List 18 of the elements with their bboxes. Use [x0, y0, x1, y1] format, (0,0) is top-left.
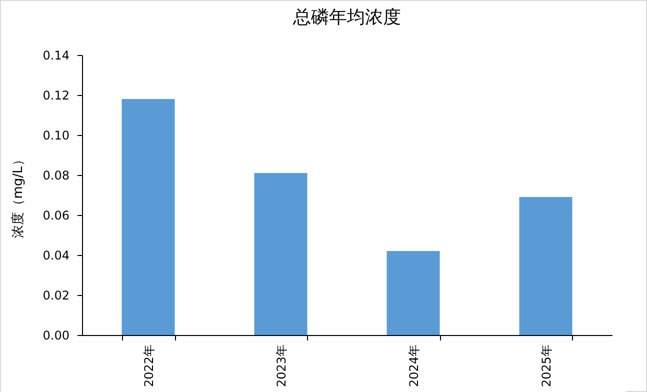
x-tick-label: 2024年	[406, 344, 421, 388]
y-axis-title: 浓度（mg/L）	[10, 153, 26, 238]
y-tick-label: 0.04	[42, 248, 70, 262]
y-tick-label: 0.14	[42, 48, 70, 62]
bar	[254, 173, 308, 335]
y-tick-label: 0.02	[42, 288, 70, 302]
y-tick-label: 0.00	[42, 328, 70, 342]
x-tick-label: 2023年	[274, 344, 288, 388]
bar	[386, 251, 440, 335]
bar	[122, 99, 175, 335]
y-tick-label: 0.10	[42, 128, 70, 142]
chart-title: 总磷年均浓度	[292, 7, 401, 28]
x-tick-label: 2022年	[142, 344, 156, 388]
y-tick-label: 0.06	[42, 208, 70, 222]
x-tick-label: 2025年	[539, 344, 554, 388]
y-tick-label: 0.12	[42, 88, 70, 102]
bar	[519, 197, 572, 335]
y-tick-label: 0.08	[42, 168, 70, 182]
